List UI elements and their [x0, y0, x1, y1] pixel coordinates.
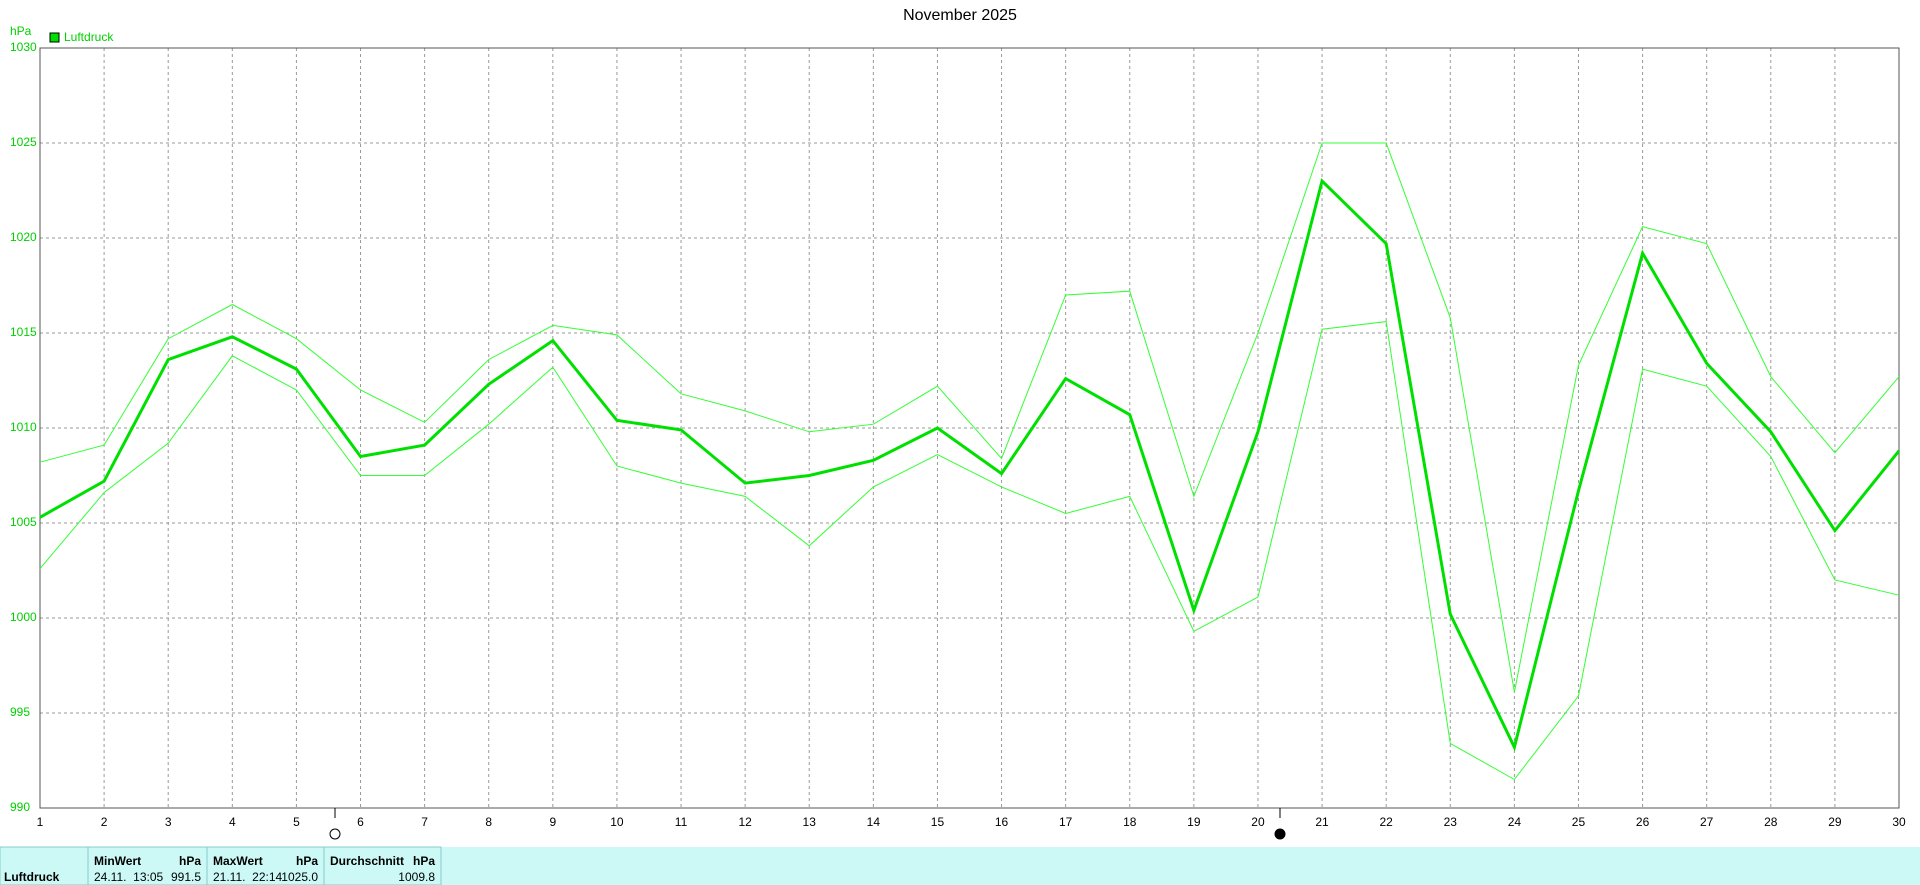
- y-tick-label: 1030: [10, 40, 37, 54]
- x-tick-label: 5: [293, 815, 300, 829]
- x-tick-label: 11: [675, 815, 688, 829]
- col-unit: hPa: [413, 854, 435, 868]
- y-tick-label: 1025: [10, 135, 37, 149]
- x-tick-label: 20: [1251, 815, 1265, 829]
- new-moon: [1274, 828, 1286, 840]
- col-title: MinWert: [94, 854, 141, 868]
- footer-table: [0, 846, 442, 885]
- series-line: [39, 321, 1900, 781]
- x-tick-label: 15: [931, 815, 945, 829]
- series-line: [39, 178, 1901, 752]
- x-tick-label: 23: [1444, 815, 1458, 829]
- x-tick-label: 16: [995, 815, 1009, 829]
- x-tick-label: 18: [1123, 815, 1137, 829]
- y-unit: hPa: [10, 24, 32, 38]
- y-tick-label: 995: [10, 705, 30, 719]
- y-tick-label: 1005: [10, 515, 37, 529]
- y-tick-label: 990: [10, 800, 30, 814]
- x-tick-label: 24: [1508, 815, 1522, 829]
- y-tick-label: 1000: [10, 610, 37, 624]
- col-time: 24.11. 13:05: [94, 870, 163, 884]
- footer-label: Luftdruck: [4, 870, 60, 884]
- footer-bar: [0, 847, 1920, 885]
- x-tick-label: 27: [1700, 815, 1714, 829]
- x-tick-label: 10: [610, 815, 624, 829]
- plot-frame: [39, 47, 1900, 809]
- full-moon: [329, 828, 341, 840]
- x-tick-label: 21: [1315, 815, 1329, 829]
- x-tick-label: 9: [549, 815, 556, 829]
- x-tick-label: 17: [1059, 815, 1073, 829]
- x-tick-label: 13: [803, 815, 817, 829]
- x-tick-label: 8: [485, 815, 492, 829]
- x-tick-label: 19: [1187, 815, 1201, 829]
- chart-title: November 2025: [903, 7, 1017, 24]
- y-tick-label: 1020: [10, 230, 37, 244]
- x-tick-label: 4: [229, 815, 236, 829]
- x-tick-label: 25: [1572, 815, 1586, 829]
- y-tick-label: 1010: [10, 420, 37, 434]
- x-tick-label: 2: [101, 815, 108, 829]
- series-line: [39, 142, 1900, 693]
- x-tick-label: 30: [1892, 815, 1906, 829]
- col-value: 1025.0: [281, 870, 318, 884]
- col-unit: hPa: [179, 854, 201, 868]
- col-unit: hPa: [296, 854, 318, 868]
- footer-cells: MinWert hPa 24.11. 13:05 991.5 MaxWert hPa 21.…: [94, 854, 435, 884]
- x-tick-label: 28: [1764, 815, 1778, 829]
- col-title: Durchschnitt: [330, 854, 404, 868]
- x-tick-label: 6: [357, 815, 364, 829]
- col-title: MaxWert: [213, 854, 263, 868]
- y-tick-label: 1015: [10, 325, 37, 339]
- legend-swatch: [49, 32, 60, 43]
- x-tick-label: 29: [1828, 815, 1842, 829]
- col-time: 21.11. 22:14: [213, 870, 282, 884]
- x-tick-label: 14: [867, 815, 881, 829]
- x-tick-label: 3: [165, 815, 172, 829]
- col-value: 1009.8: [398, 870, 435, 884]
- x-tick-label: 22: [1379, 815, 1393, 829]
- x-tick-label: 26: [1636, 815, 1650, 829]
- x-tick-label: 12: [738, 815, 752, 829]
- legend-label: Luftdruck: [64, 30, 114, 44]
- col-value: 991.5: [171, 870, 201, 884]
- x-tick-label: 1: [37, 815, 44, 829]
- x-tick-label: 7: [421, 815, 428, 829]
